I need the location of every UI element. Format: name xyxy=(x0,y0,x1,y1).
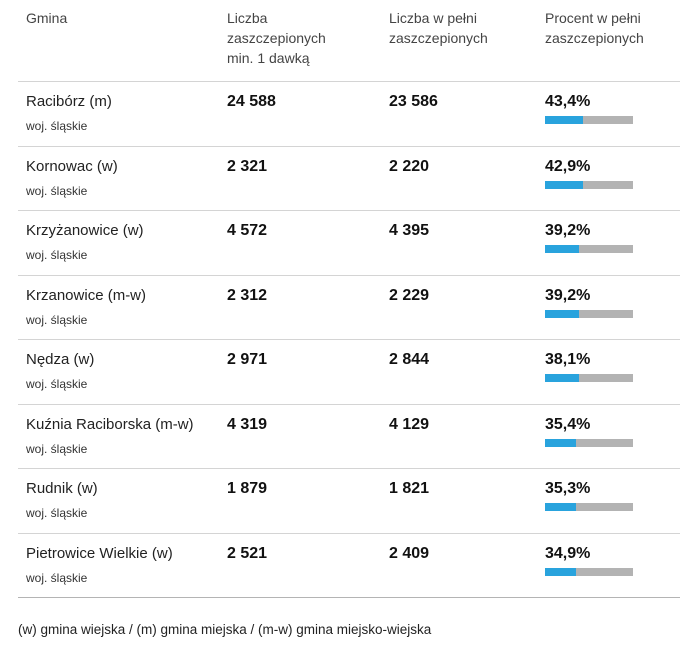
dose1-value: 1 879 xyxy=(227,480,268,497)
percent-cell: 39,2% xyxy=(545,286,680,340)
dose1-value: 2 312 xyxy=(227,286,268,304)
percent-value: 34,9% xyxy=(545,544,591,562)
table-row: Rudnik (w) woj. śląskie 1 879 1 821 35,3… xyxy=(18,469,680,534)
percent-value: 39,2% xyxy=(545,286,591,304)
vaccination-table: Gmina Liczba zaszczepionych min. 1 dawką… xyxy=(18,0,680,598)
full-value: 4 129 xyxy=(389,415,430,433)
table-row: Krzyżanowice (w) woj. śląskie 4 572 4 39… xyxy=(18,211,680,276)
percent-cell: 34,9% xyxy=(545,544,680,598)
gmina-region: woj. śląskie xyxy=(26,312,88,327)
gmina-region: woj. śląskie xyxy=(26,119,88,133)
full-value: 2 229 xyxy=(389,286,430,304)
table-row: Krzanowice (m-w) woj. śląskie 2 312 2 22… xyxy=(18,276,680,340)
full-value: 1 821 xyxy=(389,480,430,497)
gmina-cell: Krzyżanowice (w) woj. śląskie xyxy=(18,221,227,275)
percent-bar xyxy=(545,567,633,576)
percent-cell: 39,2% xyxy=(545,221,680,275)
percent-cell: 38,1% xyxy=(545,350,680,404)
dose1-value: 2 321 xyxy=(227,157,268,175)
gmina-cell: Nędza (w) woj. śląskie xyxy=(18,350,227,404)
dose1-value: 4 319 xyxy=(227,415,268,433)
percent-bar-fill xyxy=(545,309,580,318)
percent-bar-fill xyxy=(545,374,579,382)
gmina-cell: Krzanowice (m-w) woj. śląskie xyxy=(18,286,227,340)
table-row: Kuźnia Raciborska (m-w) woj. śląskie 4 3… xyxy=(18,405,680,469)
percent-cell: 35,4% xyxy=(545,415,680,469)
header-gmina: Gmina xyxy=(26,10,68,26)
percent-bar xyxy=(545,438,633,447)
gmina-cell: Kuźnia Raciborska (m-w) woj. śląskie xyxy=(18,415,227,469)
header-percent: Procent w pełni zaszczepionych xyxy=(545,10,644,46)
gmina-name: Racibórz (m) xyxy=(26,93,112,110)
table-row: Kornowac (w) woj. śląskie 2 321 2 220 42… xyxy=(18,147,680,211)
full-value: 4 395 xyxy=(389,222,430,239)
percent-bar xyxy=(545,245,633,253)
gmina-name: Krzyżanowice (w) xyxy=(26,222,144,239)
gmina-name: Kornowac (w) xyxy=(26,157,118,175)
dose1-value: 24 588 xyxy=(227,93,276,110)
percent-bar xyxy=(545,116,633,124)
gmina-name: Kuźnia Raciborska (m-w) xyxy=(26,415,194,433)
percent-cell: 42,9% xyxy=(545,157,680,211)
header-full: Liczba w pełni zaszczepionych xyxy=(389,10,488,46)
gmina-cell: Pietrowice Wielkie (w) woj. śląskie xyxy=(18,544,227,598)
table-row: Pietrowice Wielkie (w) woj. śląskie 2 52… xyxy=(18,534,680,598)
gmina-name: Krzanowice (m-w) xyxy=(26,286,147,304)
gmina-region: woj. śląskie xyxy=(26,506,88,520)
full-value: 23 586 xyxy=(389,93,438,110)
percent-bar xyxy=(545,309,633,318)
full-value: 2 409 xyxy=(389,544,430,562)
table-row: Racibórz (m) woj. śląskie 24 588 23 586 … xyxy=(18,82,680,147)
table-row: Nędza (w) woj. śląskie 2 971 2 844 38,1% xyxy=(18,340,680,405)
percent-value: 43,4% xyxy=(545,93,591,110)
percent-bar-fill xyxy=(545,180,583,189)
percent-value: 35,4% xyxy=(545,415,591,433)
dose1-value: 4 572 xyxy=(227,222,268,239)
gmina-region: woj. śląskie xyxy=(26,377,88,391)
gmina-cell: Racibórz (m) woj. śląskie xyxy=(18,92,227,146)
percent-bar-fill xyxy=(545,245,580,253)
dose1-value: 2 521 xyxy=(227,544,268,562)
gmina-region: woj. śląskie xyxy=(26,248,88,262)
percent-value: 35,3% xyxy=(545,480,591,497)
percent-cell: 43,4% xyxy=(545,92,680,146)
percent-bar-fill xyxy=(545,567,576,576)
percent-bar-fill xyxy=(545,503,577,511)
table-header: Gmina Liczba zaszczepionych min. 1 dawką… xyxy=(18,0,680,82)
gmina-region: woj. śląskie xyxy=(26,183,88,198)
gmina-cell: Rudnik (w) woj. śląskie xyxy=(18,479,227,533)
gmina-name: Pietrowice Wielkie (w) xyxy=(26,544,173,562)
percent-bar xyxy=(545,374,633,382)
percent-bar-fill xyxy=(545,438,577,447)
percent-bar xyxy=(545,180,633,189)
gmina-region: woj. śląskie xyxy=(26,570,88,585)
percent-value: 39,2% xyxy=(545,222,591,239)
full-value: 2 220 xyxy=(389,157,430,175)
gmina-name: Rudnik (w) xyxy=(26,480,98,497)
percent-bar xyxy=(545,503,633,511)
gmina-cell: Kornowac (w) woj. śląskie xyxy=(18,157,227,211)
footnote-legend: (w) gmina wiejska / (m) gmina miejska / … xyxy=(18,622,432,637)
percent-value: 38,1% xyxy=(545,351,591,368)
dose1-value: 2 971 xyxy=(227,351,268,368)
header-dose1: Liczba zaszczepionych min. 1 dawką xyxy=(227,10,326,66)
gmina-region: woj. śląskie xyxy=(26,441,88,456)
percent-cell: 35,3% xyxy=(545,479,680,533)
percent-value: 42,9% xyxy=(545,157,591,175)
full-value: 2 844 xyxy=(389,351,430,368)
gmina-name: Nędza (w) xyxy=(26,351,95,368)
percent-bar-fill xyxy=(545,116,584,124)
